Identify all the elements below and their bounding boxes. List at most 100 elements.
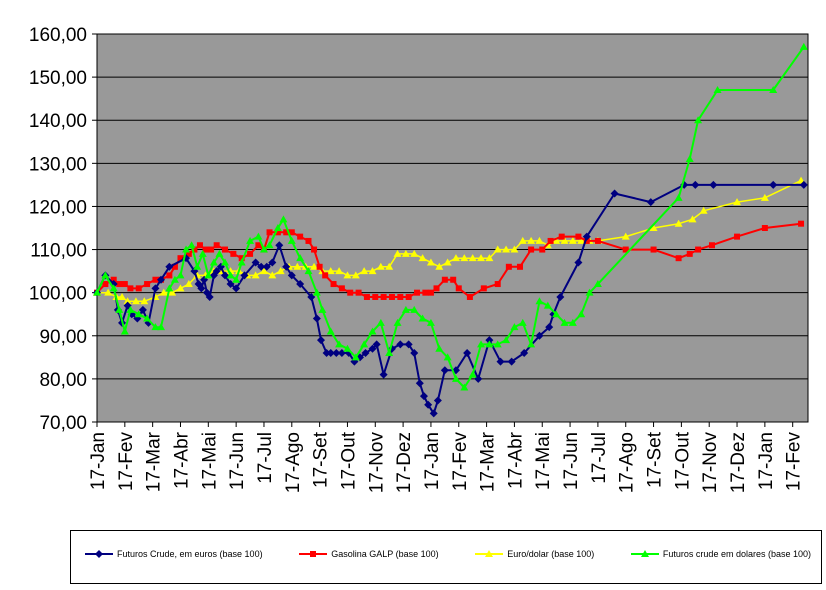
data-point xyxy=(621,232,630,240)
data-point xyxy=(312,288,321,296)
legend-marker-crude-dolares xyxy=(630,550,659,557)
data-point xyxy=(102,281,109,288)
data-point xyxy=(761,225,768,231)
data-point xyxy=(322,349,331,358)
data-point xyxy=(734,233,741,240)
data-point xyxy=(296,280,305,289)
data-point xyxy=(493,245,502,253)
data-point xyxy=(435,344,444,352)
data-point xyxy=(237,258,246,266)
data-point xyxy=(480,285,487,292)
data-point xyxy=(230,250,237,257)
data-point xyxy=(556,292,565,301)
data-point xyxy=(232,284,241,293)
data-point xyxy=(799,42,808,50)
x-tick-label: 17-Jul xyxy=(255,432,276,484)
data-point xyxy=(221,271,230,280)
data-point xyxy=(674,219,683,227)
data-point xyxy=(197,284,206,293)
data-point xyxy=(283,229,290,236)
data-point xyxy=(610,189,619,198)
data-point xyxy=(418,314,427,322)
legend-item-euro-dolar: Euro/dolar (base 100) xyxy=(475,549,594,559)
data-point xyxy=(168,288,177,296)
x-tick-label: 17-Jun xyxy=(227,432,248,490)
data-point xyxy=(674,193,683,201)
data-point xyxy=(575,233,582,240)
data-point xyxy=(123,297,132,305)
data-point xyxy=(185,250,192,257)
data-point xyxy=(202,246,209,253)
data-point xyxy=(332,349,341,358)
data-point xyxy=(205,292,214,301)
legend-label-gasolina: Gasolina GALP (base 100) xyxy=(331,549,439,559)
legend-label-crude-euros: Futuros Crude, em euros (base 100) xyxy=(117,549,263,559)
data-point xyxy=(435,262,444,270)
data-point xyxy=(140,297,149,305)
data-point xyxy=(274,229,281,236)
data-point xyxy=(221,258,230,266)
data-point xyxy=(477,340,486,348)
series-0 xyxy=(93,180,808,418)
x-tick-label: 17-Jun xyxy=(561,432,582,490)
data-point xyxy=(266,229,273,236)
data-point xyxy=(539,246,546,253)
legend: Futuros Crude, em euros (base 100) Gasol… xyxy=(70,530,822,584)
data-point xyxy=(135,285,142,292)
data-point xyxy=(351,271,360,279)
data-point xyxy=(552,236,561,244)
data-point xyxy=(257,262,266,271)
x-tick-label: 17-Set xyxy=(311,431,332,488)
data-point xyxy=(585,288,594,296)
data-point xyxy=(134,310,143,318)
data-point xyxy=(287,271,296,280)
y-tick-label: 130,00 xyxy=(29,154,87,175)
data-point xyxy=(518,236,527,244)
data-point xyxy=(424,400,433,409)
data-point xyxy=(583,237,590,244)
x-tick-label: 17-Mai xyxy=(533,432,554,490)
data-point xyxy=(376,262,385,270)
data-point xyxy=(372,293,379,300)
data-point xyxy=(372,340,381,349)
x-tick-label: 17-Out xyxy=(338,431,359,490)
x-axis: 17-Jan 17-Fev 17-Mar 17-Abr 17-Mai 17-Jun 17-J… xyxy=(88,422,805,493)
data-point xyxy=(415,379,424,388)
data-point xyxy=(222,246,229,253)
legend-item-gasolina: Gasolina GALP (base 100) xyxy=(299,549,439,559)
data-point xyxy=(429,409,438,418)
x-tick-label: 17-Out xyxy=(672,431,693,490)
data-point xyxy=(127,285,134,292)
data-point xyxy=(347,289,354,296)
data-point xyxy=(101,271,110,279)
data-point xyxy=(182,245,191,253)
y-tick-label: 70,00 xyxy=(39,413,87,434)
data-point xyxy=(577,236,586,244)
data-point xyxy=(293,262,302,270)
data-point xyxy=(516,263,523,270)
data-point xyxy=(582,232,591,241)
data-point xyxy=(543,301,552,309)
data-point xyxy=(326,349,335,358)
data-point xyxy=(414,289,421,296)
data-point xyxy=(410,249,419,257)
data-point xyxy=(577,310,586,318)
legend-item-crude-euros: Futuros Crude, em euros (base 100) xyxy=(85,549,263,559)
data-point xyxy=(297,233,304,240)
data-point xyxy=(335,267,344,275)
data-point xyxy=(455,285,462,292)
x-tick-label: 17-Jan xyxy=(422,432,443,490)
x-tick-label: 17-Ago xyxy=(283,432,304,493)
data-point xyxy=(527,340,536,348)
data-point xyxy=(699,206,708,214)
x-tick-label: 17-Mar xyxy=(478,431,499,492)
legend-label-euro-dolar: Euro/dolar (base 100) xyxy=(507,549,595,559)
data-point xyxy=(433,396,442,405)
data-point xyxy=(769,86,778,94)
data-point xyxy=(318,305,327,313)
data-point xyxy=(276,267,285,275)
data-point xyxy=(547,237,554,244)
data-point xyxy=(254,232,263,240)
legend-marker-gasolina xyxy=(299,551,328,557)
y-tick-label: 140,00 xyxy=(29,111,87,132)
